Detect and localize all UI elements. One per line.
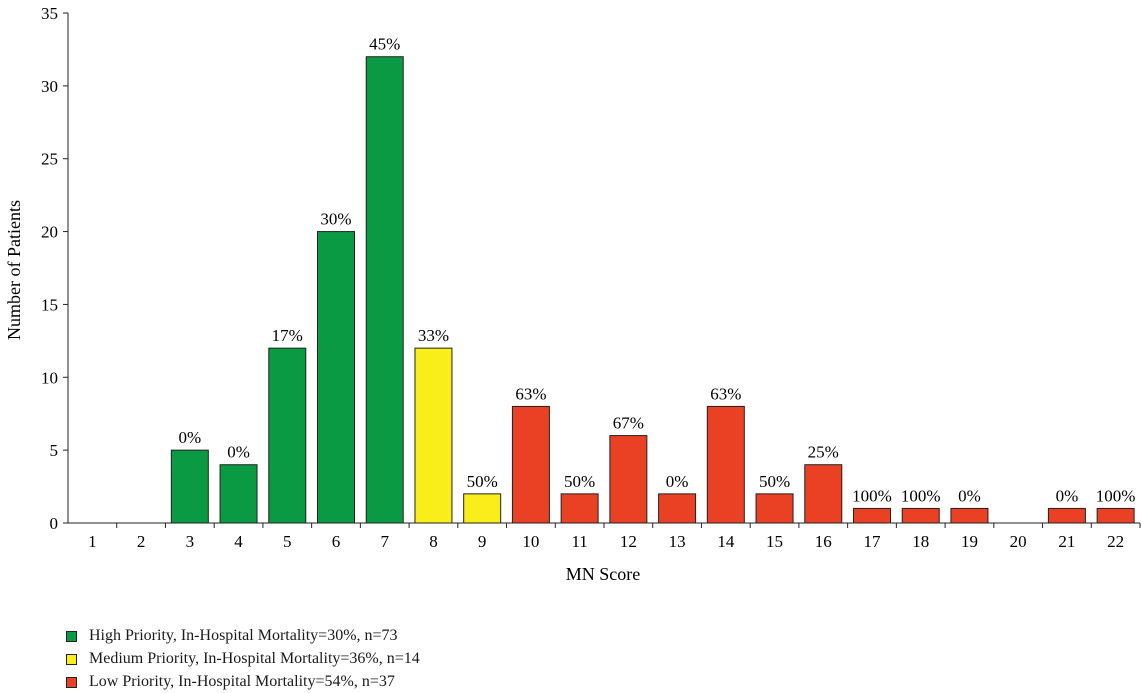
bar [365,56,404,524]
bar-data-label: 0% [666,472,689,491]
y-axis-label: Number of Patients [4,200,24,340]
bar-data-label: 17% [272,326,303,345]
bar [511,405,550,524]
bar [755,493,794,524]
y-tick-label: 20 [41,223,58,242]
bar-data-label: 67% [613,414,644,433]
bar [804,464,843,524]
x-tick-label: 2 [137,532,146,551]
bar [609,435,648,524]
x-tick-label: 15 [766,532,783,551]
y-tick-label: 5 [50,441,59,460]
x-tick-label: 9 [478,532,487,551]
x-tick-label: 14 [717,532,735,551]
bar [1047,507,1086,524]
y-tick-label: 0 [50,514,59,533]
bar-data-label: 33% [418,326,449,345]
bar [901,507,940,524]
y-tick-label: 10 [41,368,58,387]
y-tick-label: 35 [41,4,58,23]
x-tick-label: 17 [864,532,882,551]
x-tick-label: 10 [522,532,539,551]
x-tick-label: 13 [669,532,686,551]
bars [170,56,1135,524]
x-tick-label: 4 [234,532,243,551]
bar-data-label: 100% [852,486,892,505]
x-tick-label: 11 [571,532,587,551]
x-tick-label: 19 [961,532,978,551]
bar [219,464,258,524]
bar [317,231,355,524]
bar [170,449,209,524]
chart-axes [63,12,1141,528]
x-tick-label: 16 [815,532,832,551]
x-tick-label: 20 [1010,532,1027,551]
bar [463,493,502,524]
legend-label-medium: Medium Priority, In-Hospital Mortality=3… [89,650,420,667]
y-tick-label: 25 [41,150,58,169]
x-tick-label: 8 [429,532,438,551]
x-tick-label: 6 [332,532,341,551]
bar-data-label: 50% [759,472,790,491]
bar [1096,507,1135,524]
x-tick-label: 7 [380,532,389,551]
bar-data-label: 50% [564,472,595,491]
x-tick-label: 22 [1107,532,1124,551]
bar-data-label: 45% [369,35,400,54]
legend-label-low: Low Priority, In-Hospital Mortality=54%,… [89,673,395,690]
legend-label-high: High Priority, In-Hospital Mortality=30%… [89,627,398,644]
bar-data-label: 63% [515,384,546,403]
x-axis-label: MN Score [566,564,641,584]
bar-data-label: 50% [467,472,498,491]
bar [560,493,599,524]
legend-swatch-high [66,631,77,642]
bar [414,347,453,524]
bar-data-label: 30% [320,210,351,229]
bar [706,405,745,524]
bar-data-label: 25% [808,443,839,462]
bar-data-label: 100% [901,486,941,505]
bar-data-label: 100% [1096,486,1136,505]
x-tick-label: 21 [1058,532,1075,551]
bar-data-label: 63% [710,384,741,403]
bar [853,507,891,524]
x-tick-label: 18 [912,532,929,551]
bar [268,347,307,524]
bar-data-label: 0% [1056,486,1079,505]
y-tick-label: 15 [41,295,58,314]
bar [950,507,989,524]
data-labels: 0% 0% 17% 30% 45% 33% 50% 63% 50% 67% 0% 63% 50% 25% 1… [178,35,1135,506]
x-tick-labels: 1 2 3 4 5 6 7 8 9 10 11 12 13 14 15 16 17 18 19 20 21 22 [88,532,1124,551]
legend-swatch-low [66,677,77,688]
x-tick-label: 3 [186,532,195,551]
bar-data-label: 0% [958,486,981,505]
x-tick-label: 12 [620,532,637,551]
x-tick-label: 5 [283,532,292,551]
bar-data-label: 0% [227,443,250,462]
bar-data-label: 0% [178,428,201,447]
bar [658,493,697,524]
x-tick-label: 1 [88,532,97,551]
legend-swatch-medium [66,654,77,665]
y-tick-label: 30 [41,77,58,96]
y-tick-labels: 0 5 10 15 20 25 30 35 [41,4,58,533]
